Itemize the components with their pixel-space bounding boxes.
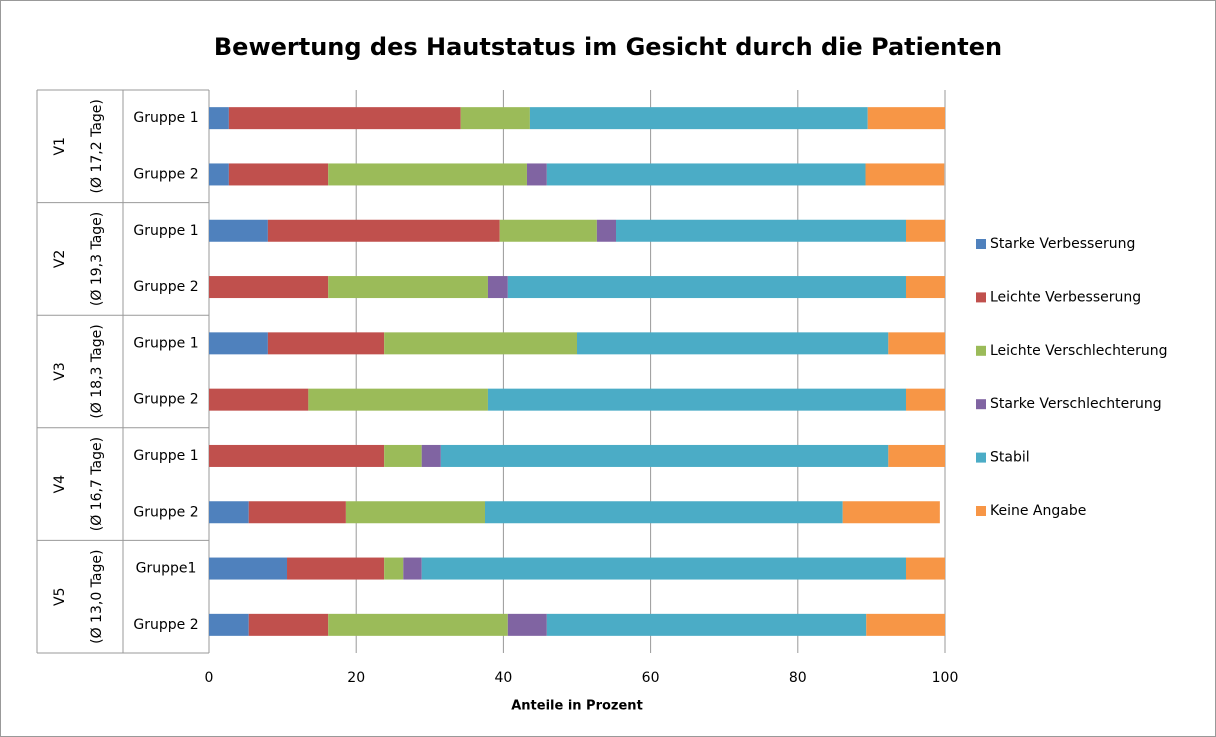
chart-title: Bewertung des Hautstatus im Gesicht durc… [214,33,1002,61]
legend-swatch [976,292,986,303]
legend-label: Starke Verbesserung [990,236,1135,252]
bar-segment [577,332,889,355]
group-label: V1 [52,137,68,155]
bar-segment [487,388,906,411]
bar-segment [209,219,268,242]
bar-segment [596,219,617,242]
bar-segment [209,332,268,355]
legend-swatch [976,399,986,410]
x-tick-label: 0 [205,670,214,686]
x-tick-label: 100 [932,670,959,686]
legend-swatch [976,345,986,356]
category-label: Gruppe 1 [133,335,198,351]
group-subtitle: (Ø 18,3 Tage) [89,324,105,418]
legend-label: Leichte Verschlechterung [990,343,1167,359]
bar-segment [866,613,945,636]
group-label: V2 [52,250,68,268]
bar-segment [384,332,577,355]
bar-segment [403,557,422,580]
bar-segment [460,107,530,130]
bar-segment [905,219,945,242]
legend-swatch [976,506,986,516]
bar-segment [421,557,906,580]
bar-segment [209,276,329,299]
category-label: Gruppe1 [136,561,197,577]
bar-segment [209,501,249,524]
bar-segment [267,219,500,242]
bar-segment [526,163,547,186]
bar-segment [888,332,945,355]
bar-segment [308,388,488,411]
bar-segment [440,444,889,467]
category-label: Gruppe 2 [133,504,198,520]
bar-segment [485,501,843,524]
bar-segment [248,613,329,636]
bar-segment [287,557,385,580]
legend-label: Keine Angabe [990,503,1086,519]
bar-segment [209,613,249,636]
bar-segment [507,276,906,299]
bar-segment [867,107,945,130]
bar-segment [328,613,508,636]
bar-segment [499,219,597,242]
bar-segment [328,163,527,186]
x-tick-label: 40 [494,670,512,686]
x-tick-label: 20 [347,670,365,686]
bar-segment [384,557,404,580]
bar-segment [865,163,945,186]
group-label: V4 [52,475,68,494]
group-subtitle: (Ø 17,2 Tage) [89,99,105,193]
x-axis-title: Anteile in Prozent [511,699,643,714]
bar-segment [905,557,945,580]
category-label: Gruppe 2 [133,392,198,408]
category-label: Gruppe 1 [133,110,198,126]
bar-segment [248,501,346,524]
bar-segment [345,501,485,524]
category-label: Gruppe 1 [133,223,198,239]
bar-segment [888,444,945,467]
bar-segment [842,501,940,524]
bar-segment [228,163,329,186]
group-subtitle: (Ø 13,0 Tage) [89,550,105,644]
bar-segment [328,276,488,299]
bar-segment [529,107,868,130]
bar-segment [616,219,906,242]
group-subtitle: (Ø 19,3 Tage) [89,212,105,306]
bar-segment [421,444,441,467]
bar-segment [228,107,461,130]
bar-segment [267,332,385,355]
legend-swatch [976,239,986,249]
x-tick-label: 60 [642,670,660,686]
bar-segment [546,613,867,636]
group-label: V3 [52,362,68,380]
category-label: Gruppe 2 [133,166,198,182]
category-label: Gruppe 2 [133,617,198,633]
bar-segment [209,107,229,130]
group-subtitle: (Ø 16,7 Tage) [89,437,105,531]
legend-label: Starke Verschlechterung [990,396,1162,412]
x-tick-label: 80 [789,670,807,686]
bar-segment [384,444,422,467]
legend-label: Stabil [990,450,1030,466]
bar-segment [905,276,945,299]
bar-segment [546,163,866,186]
bar-segment [209,444,385,467]
category-label: Gruppe 1 [133,448,198,464]
bar-segment [209,388,309,411]
category-label: Gruppe 2 [133,279,198,295]
bar-segment [487,276,508,299]
bar-segment [209,557,288,580]
group-label: V5 [52,587,68,605]
bar-segment [905,388,945,411]
legend-swatch [976,452,986,463]
bar-segment [507,613,547,636]
bar-segment [209,163,229,186]
legend-label: Leichte Verbesserung [990,289,1141,305]
